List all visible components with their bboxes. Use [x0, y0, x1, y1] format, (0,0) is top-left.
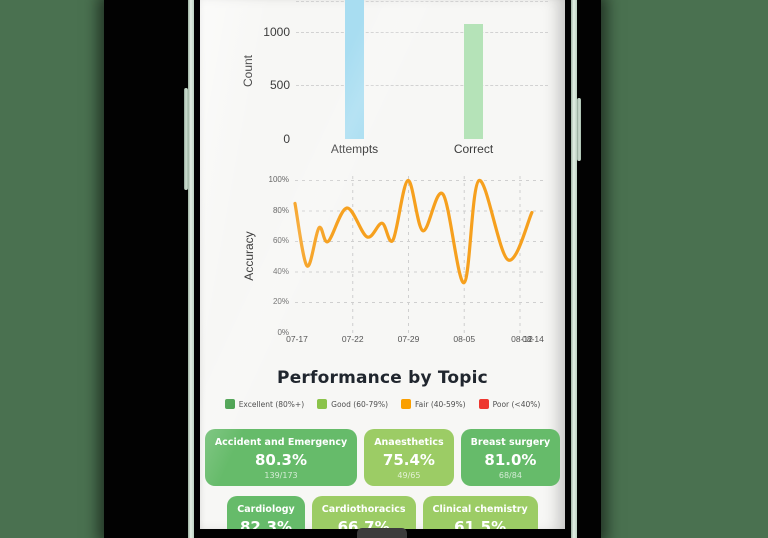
legend-label: Good (60-79%)	[331, 399, 389, 409]
phone-frame-right	[571, 0, 577, 538]
accuracy-axis-label: Accuracy	[242, 231, 256, 281]
legend-swatch	[224, 399, 235, 409]
accuracy-tick-label: 40%	[272, 266, 289, 276]
accuracy-tick-label: 80%	[272, 205, 289, 215]
card-topic-name: Accident and Emergency	[214, 437, 348, 448]
bar-gridline-top	[296, 1, 548, 2]
bar-attempts	[345, 0, 364, 139]
bar-ytick-500: 500	[269, 78, 290, 92]
legend-item: Good (60-79%)	[317, 399, 388, 409]
card-topic-name: Anaesthetics	[374, 437, 444, 448]
topic-card[interactable]: Cardiology 82.3%	[227, 496, 305, 529]
volume-button	[184, 88, 188, 190]
accuracy-plot-svg	[293, 176, 546, 333]
card-fraction: 68/84	[498, 471, 522, 480]
topic-card[interactable]: Clinical chemistry 61.5%	[422, 496, 538, 529]
topic-card[interactable]: Cardiothoracics 66.7%	[311, 496, 416, 529]
card-percent: 61.5%	[454, 518, 507, 529]
date-tick-label: 08-12	[511, 334, 533, 344]
bar-gridline-500	[296, 85, 548, 86]
date-tick-label: 08-14	[522, 334, 544, 344]
card-topic-name: Cardiothoracics	[321, 504, 406, 515]
legend-label: Poor (<40%)	[492, 399, 541, 409]
section-title: Performance by Topic	[277, 368, 488, 388]
card-fraction: 139/173	[264, 471, 298, 480]
power-button	[577, 98, 581, 161]
topic-cards-row-1: Accident and Emergency 80.3% 139/173 Anaest…	[200, 429, 565, 486]
topic-card[interactable]: Accident and Emergency 80.3% 139/173	[204, 429, 358, 486]
topic-card[interactable]: Breast surgery 81.0% 68/84	[460, 429, 561, 486]
legend-swatch	[478, 399, 489, 409]
bar-ytick-0: 0	[283, 132, 290, 146]
card-topic-name: Clinical chemistry	[432, 504, 528, 515]
legend-item: Fair (40-59%)	[401, 399, 466, 409]
legend-label: Fair (40-59%)	[415, 399, 466, 409]
bar-category-label: Attempts	[330, 142, 379, 156]
topic-cards-row-2: Cardiology 82.3% Cardiothoracics 66.7% Clini…	[200, 496, 565, 529]
accuracy-tick-label: 60%	[272, 236, 289, 245]
card-percent: 66.7%	[337, 518, 390, 529]
bar-correct	[464, 24, 483, 139]
card-topic-name: Breast surgery	[470, 437, 551, 448]
topic-legend: Excellent (80%+) Good (60-79%) Fair (40-59…	[200, 399, 565, 409]
phone-screen[interactable]: Count 1000 500 0 Attempts Correct Accurac…	[200, 0, 565, 529]
bar-category-label: Correct	[453, 142, 494, 156]
date-tick-label: 07-22	[341, 334, 364, 344]
card-percent: 81.0%	[484, 451, 537, 469]
phone-frame-left	[188, 0, 194, 538]
legend-item: Excellent (80%+)	[224, 399, 305, 409]
card-percent: 75.4%	[382, 451, 435, 469]
accuracy-tick-label: 100%	[268, 175, 289, 184]
card-fraction: 49/65	[397, 471, 421, 480]
topic-card[interactable]: Anaesthetics 75.4% 49/65	[364, 429, 454, 486]
bar-ytick-1000: 1000	[263, 25, 290, 39]
legend-swatch	[317, 399, 328, 409]
accuracy-tick-label: 20%	[272, 297, 289, 306]
bottom-notch	[357, 528, 407, 538]
accuracy-line	[293, 178, 534, 285]
bar-gridline-1000	[296, 32, 548, 33]
accuracy-tick-label: 0%	[277, 327, 289, 337]
date-tick-label: 07-17	[286, 334, 308, 344]
legend-label: Excellent (80%+)	[238, 399, 305, 409]
legend-item: Poor (<40%)	[478, 399, 541, 409]
card-topic-name: Cardiology	[237, 504, 295, 515]
card-percent: 80.3%	[254, 451, 308, 469]
date-tick-label: 07-29	[397, 334, 420, 344]
legend-swatch	[401, 399, 412, 409]
card-percent: 82.3%	[239, 518, 293, 529]
date-tick-label: 08-05	[453, 334, 476, 344]
